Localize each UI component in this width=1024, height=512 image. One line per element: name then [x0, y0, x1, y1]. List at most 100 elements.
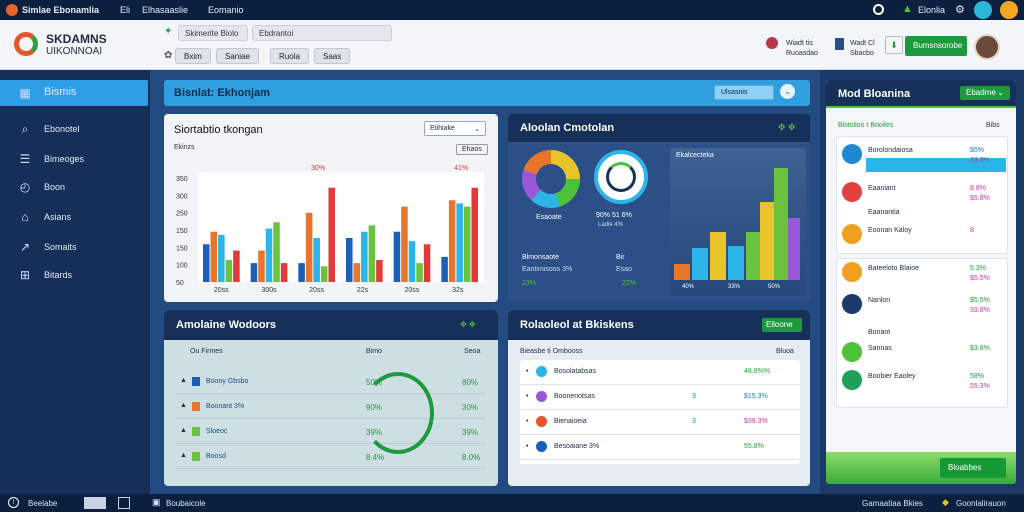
user-icon — [766, 37, 778, 49]
bar — [361, 231, 368, 282]
monitor-row[interactable]: ▲ Boony Gbsbo 50% 80% — [176, 372, 486, 394]
leaf-icon: ✦ — [164, 26, 173, 37]
user1-sub: Ruoasdao — [786, 50, 818, 57]
row-value: 39% — [462, 428, 479, 437]
related-row[interactable]: • Bosolatabsas 48.8%% — [520, 360, 800, 385]
y-tick-label: 350 — [176, 176, 188, 183]
toolbar-button[interactable]: Saniae — [216, 48, 259, 64]
settings-icon[interactable]: ⚙ — [955, 4, 965, 16]
panel-footer: Bloabbes — [826, 452, 1016, 484]
panel-item[interactable]: Sannas $3.8% — [840, 342, 1006, 366]
download-icon[interactable]: ⬇ — [885, 36, 903, 54]
card-title: Aloolan Cmotolan — [520, 122, 615, 134]
panel-item[interactable]: Boobier Eaoley 58% 55.3% — [840, 370, 1006, 394]
sidebar-item-somaits[interactable]: ↗ Somaits — [0, 234, 150, 260]
panel-header: Mod Bloanina Ebadme ⌄ — [826, 80, 1016, 108]
menu-item[interactable]: Eomanio — [208, 5, 244, 15]
donut-label: Esaoate — [536, 214, 562, 221]
card-action-button[interactable]: Elloone — [762, 318, 802, 332]
panel-item[interactable]: Bonant — [840, 326, 1006, 350]
mini-bar-label: 40% — [682, 284, 695, 290]
gauge-sublabel: Ladle 4% — [598, 222, 624, 228]
banner-button[interactable]: Ulsasnis — [714, 85, 774, 100]
toolbar-button[interactable]: Saas — [314, 48, 351, 64]
toolbar-button[interactable]: Ruola — [270, 48, 309, 64]
sidebar-item-ebonotel[interactable]: ⌕ Ebonotel — [0, 116, 150, 142]
bar — [218, 234, 225, 282]
bar — [328, 187, 335, 282]
stat-label: Blmonsaote — [522, 254, 559, 261]
monitor-row[interactable]: ▲ Boosd 8.4% 8.0% — [176, 447, 486, 469]
card-title: Siortabtio tkongan — [174, 124, 263, 136]
toolbar-button[interactable]: Bxim — [175, 48, 211, 64]
filter-field[interactable]: Ebdrantoi — [252, 25, 392, 41]
column-header: Seoa — [464, 348, 481, 355]
expand-icon[interactable]: ✥ ✥ — [460, 320, 476, 329]
sidebar-item-asians[interactable]: ⌂ Asians — [0, 204, 150, 230]
sidebar-item-label: Somaits — [44, 242, 77, 252]
grid-icon[interactable] — [118, 497, 130, 509]
related-row[interactable]: • Besoaiane 3% 55.8% — [520, 435, 800, 460]
related-row[interactable]: • Bienaioeia 3 $39.3% — [520, 410, 800, 435]
app-title: Simlae Ebonamlia — [22, 5, 100, 15]
button-label: Elloone — [766, 320, 793, 329]
bar — [210, 231, 218, 282]
clock-icon[interactable] — [873, 4, 884, 15]
chevron-down-icon: ⌄ — [997, 88, 1004, 97]
row-name: Bosolatabsas — [554, 368, 597, 375]
panel-item[interactable]: Borolondaiosa $5% 33.3% — [840, 144, 1006, 168]
bar — [313, 238, 320, 282]
menu-item[interactable]: Elhasaaslie — [142, 5, 189, 15]
sidebar-item-bimeoges[interactable]: ☰ Bimeoges — [0, 146, 150, 172]
panel-list-group — [836, 136, 1008, 254]
primary-action-button[interactable]: Bumsnsorobe — [905, 36, 967, 56]
card-header: Aloolan Cmotolan — [508, 114, 810, 142]
monitor-row[interactable]: ▲ Sloeoc 39% 39% — [176, 422, 486, 444]
panel-highlight-row — [866, 158, 1006, 172]
status-dot — [192, 427, 200, 436]
sidebar-item-label: Boon — [44, 182, 66, 192]
panel-item[interactable]: Bateeloto Blaioe 5.3% $5.5% — [840, 262, 1006, 286]
x-tick-label: 20ss — [309, 287, 324, 294]
menu-item[interactable]: Eli — [120, 5, 131, 15]
monitor-row[interactable]: ▲ Boonant 3% 90% 30% — [176, 397, 486, 419]
banner-title: Bisnlat: Ekhonjam — [174, 87, 270, 99]
chevron-down-icon[interactable]: ⌄ — [780, 84, 795, 99]
sidebar-item-bitards[interactable]: ⊞ Bitards — [0, 262, 150, 288]
dashboard-icon: ▦ — [19, 86, 31, 100]
panel-item[interactable]: Eoonan Kaloy 8 — [840, 224, 1006, 248]
paw-icon: ✿ — [164, 50, 173, 61]
user1-name: Wiadt tis — [786, 40, 813, 47]
sidebar-item-boon[interactable]: ◴ Boon — [0, 174, 150, 200]
panel-button[interactable]: Ebadme ⌄ — [960, 86, 1010, 100]
x-tick-label: 300s — [262, 287, 278, 294]
panel-item[interactable]: Eaaniant 8.8% $5.8% — [840, 182, 1006, 206]
panel-item[interactable]: Eaanantia — [840, 206, 1006, 230]
card-title: Rolaoleol at Bkiskens — [520, 319, 634, 331]
sidebar-item-bismis[interactable]: ▦ Bismis — [0, 80, 148, 106]
profile-avatar[interactable] — [974, 34, 1000, 60]
related-row[interactable]: • Boonenotsas 3 $15.3% — [520, 385, 800, 410]
progress-ring — [362, 372, 434, 454]
panel-list-group — [836, 258, 1008, 408]
search-input[interactable]: Skimerite Biolo — [178, 25, 248, 41]
footer-button[interactable]: Bloabbes — [940, 458, 1006, 478]
bar — [368, 225, 376, 282]
globe-icon[interactable] — [974, 1, 992, 19]
status-left: Beelabe — [28, 499, 58, 508]
expand-icon[interactable]: ✥ ✥ — [778, 122, 796, 132]
chat-icon[interactable]: ▣ — [152, 497, 161, 507]
stat-label: Esao — [616, 266, 632, 273]
user-avatar-icon[interactable] — [1000, 1, 1018, 19]
brand-subtitle: UIKONNOAI — [46, 46, 103, 57]
item-icon — [536, 391, 547, 402]
item-name: Eaaniant — [868, 185, 896, 192]
stat-value: 23% — [522, 280, 537, 287]
period-dropdown[interactable]: Etihiake ⌄ — [424, 121, 486, 136]
panel-item[interactable]: Nanlon $5.5% 33.8% — [840, 294, 1006, 318]
window-label: Elonlia — [918, 5, 946, 15]
grid-icon: ⊞ — [19, 268, 31, 282]
row-mid: 3 — [692, 393, 696, 400]
layout-icon[interactable] — [84, 497, 106, 509]
button-label: Ebadme — [966, 88, 996, 97]
